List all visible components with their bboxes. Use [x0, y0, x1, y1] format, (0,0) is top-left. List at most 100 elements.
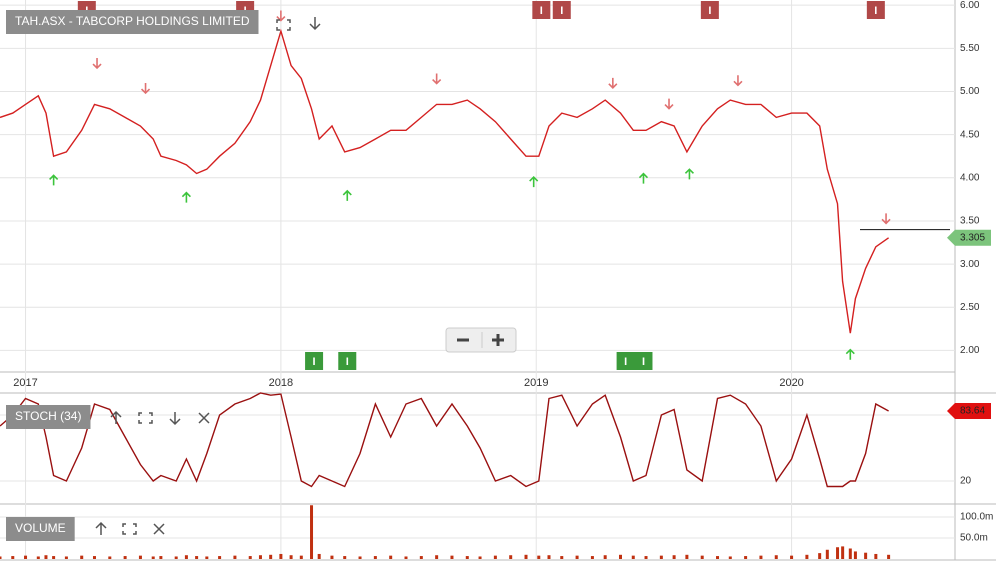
zoom-box — [445, 327, 517, 353]
sell-arrow — [432, 73, 442, 85]
panel-title-box — [6, 517, 75, 541]
volume-bar — [618, 554, 622, 559]
buy-arrow — [638, 172, 649, 184]
y-tick-label: 20 — [960, 476, 972, 487]
volume-bar — [184, 555, 188, 559]
panel-title: VOLUME — [15, 521, 66, 535]
volume-bar — [728, 556, 732, 559]
volume-bar — [151, 556, 155, 559]
volume-bar — [317, 553, 321, 559]
volume-bar — [373, 556, 377, 559]
up-icon[interactable] — [95, 521, 107, 535]
volume-bar — [874, 553, 878, 559]
overlay: 2017 2018 2019 2020 2.00 2.50 3.00 3.50 4.00 4.50… — [6, 0, 993, 544]
volume-bar — [108, 556, 112, 559]
fullscreen-icon[interactable] — [276, 19, 291, 31]
buy-arrow — [845, 348, 855, 360]
volume-bar — [404, 556, 408, 559]
volume-bar — [174, 556, 178, 559]
fullscreen-icon[interactable] — [138, 412, 153, 424]
event-label: I — [540, 5, 543, 17]
y-tick-label: 2.00 — [960, 345, 980, 356]
buy-arrow — [342, 189, 352, 201]
volume-bar — [289, 555, 293, 559]
volume-bar — [841, 546, 845, 559]
fullscreen-icon[interactable] — [122, 523, 137, 535]
sell-arrow — [92, 58, 102, 70]
last-value-label: 83.64 — [960, 406, 985, 417]
volume-bar — [279, 553, 283, 559]
volume-bar — [644, 556, 648, 559]
data — [0, 28, 891, 559]
x-tick-label: 2020 — [779, 377, 803, 389]
panel-title: STOCH (34) — [15, 409, 81, 423]
event-label: I — [624, 356, 627, 368]
volume-bar — [836, 547, 840, 559]
volume-bar — [848, 548, 852, 559]
volume-bar — [435, 555, 439, 559]
volume-bar — [52, 556, 56, 559]
sell-arrow — [276, 10, 286, 22]
volume-bar — [744, 556, 748, 559]
volume-bar — [493, 555, 497, 559]
volume-bar — [590, 556, 594, 559]
event-label: I — [560, 5, 563, 17]
sell-arrow — [608, 77, 618, 89]
y-tick-label: 4.50 — [960, 129, 980, 140]
volume-bar — [299, 555, 303, 559]
volume-bar — [159, 556, 163, 559]
x-tick-label: 2019 — [524, 377, 548, 389]
volume-bar — [64, 556, 68, 559]
volume-bar — [864, 552, 868, 559]
volume-bar — [80, 555, 84, 559]
volume-bar — [233, 555, 237, 559]
volume-bar — [11, 556, 15, 559]
volume-bar — [465, 556, 469, 559]
event-badge — [305, 352, 324, 370]
volume-bar — [358, 556, 362, 559]
panel-title: TAH.ASX - TABCORP HOLDINGS LIMITED — [15, 14, 250, 28]
volume-bar — [205, 556, 209, 559]
event-badge — [532, 1, 551, 19]
last-value-badge — [947, 402, 991, 419]
volume-bar — [631, 555, 635, 559]
volume-bar — [537, 555, 541, 559]
volume-bar — [44, 555, 48, 559]
volume-bar — [258, 555, 262, 559]
volume-bar — [774, 555, 778, 559]
volume-bar — [478, 556, 482, 559]
volume-bar — [560, 556, 564, 559]
event-badge — [552, 1, 571, 19]
event-label: I — [346, 356, 349, 368]
volume-bar — [887, 554, 891, 559]
volume-bar — [547, 555, 551, 559]
zoom-in[interactable] — [492, 334, 504, 346]
sell-arrow — [140, 83, 151, 95]
volume-bar — [92, 556, 96, 559]
up-icon[interactable] — [110, 410, 122, 424]
volume-bar — [805, 554, 809, 559]
volume-bar — [659, 555, 663, 559]
event-badge — [338, 352, 357, 370]
y-tick-label: 50.0m — [960, 533, 988, 544]
x-tick-label: 2018 — [269, 377, 293, 389]
event-label: I — [708, 5, 711, 17]
panel-title-box — [6, 10, 259, 34]
volume-bar — [310, 505, 314, 559]
down-icon[interactable] — [169, 412, 181, 426]
buy-arrow — [49, 174, 59, 186]
close-icon[interactable] — [153, 523, 165, 535]
data-line — [0, 28, 890, 334]
y-tick-label: 5.50 — [960, 43, 980, 54]
event-badge — [700, 1, 719, 19]
y-tick-label: 100.0m — [960, 512, 993, 523]
volume-bar — [603, 555, 607, 559]
volume-bar — [524, 554, 528, 559]
volume-bar — [123, 556, 127, 559]
event-label: I — [642, 356, 645, 368]
close-icon[interactable] — [198, 412, 210, 424]
down-icon[interactable] — [309, 17, 321, 31]
volume-bar — [672, 555, 676, 559]
